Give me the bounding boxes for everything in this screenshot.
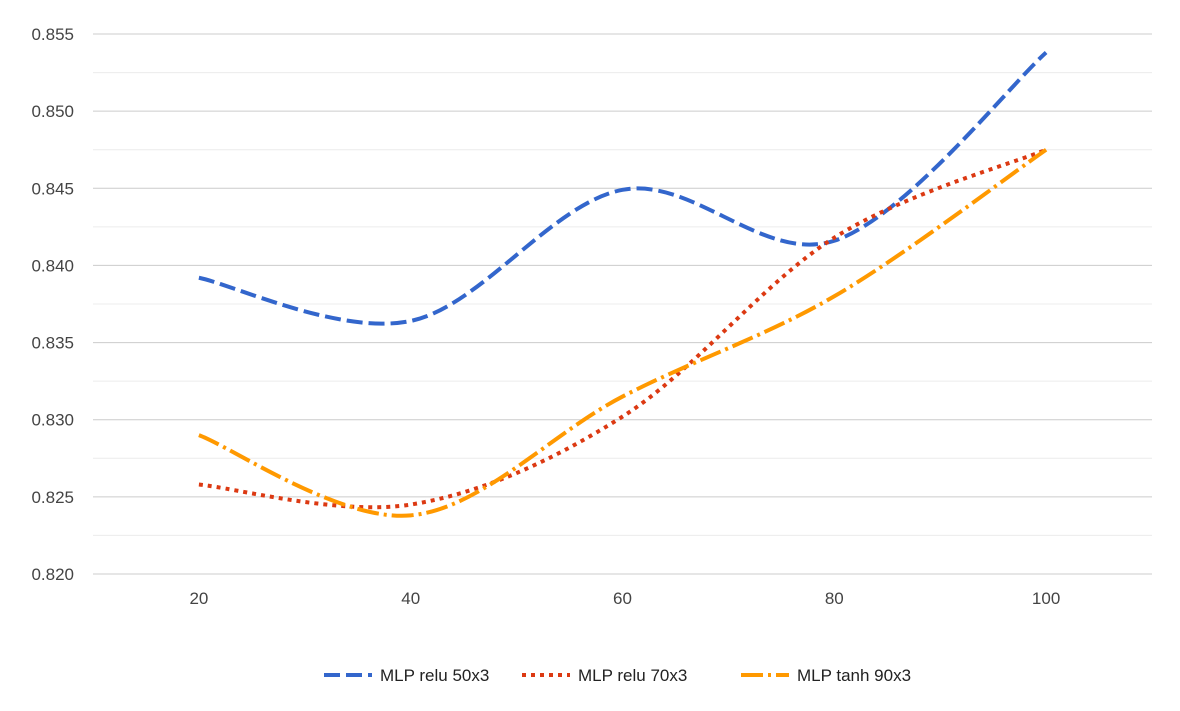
y-axis: 0.820 0.825 0.830 0.835 0.840 0.845 0.850 0.855 (31, 25, 74, 584)
data-point (197, 483, 200, 486)
data-point (1045, 148, 1048, 151)
data-point (621, 415, 624, 418)
data-point (409, 514, 412, 517)
y-tick-label: 0.820 (31, 565, 74, 584)
series-line-3 (198, 148, 1048, 518)
x-tick-label: 80 (825, 589, 844, 608)
x-tick-label: 60 (613, 589, 632, 608)
y-tick-label: 0.845 (31, 179, 74, 198)
x-axis: 20 40 60 80 100 (189, 589, 1060, 608)
x-tick-label: 40 (401, 589, 420, 608)
y-tick-label: 0.835 (31, 334, 74, 353)
y-tick-label: 0.830 (31, 411, 74, 430)
data-point (833, 236, 836, 239)
y-tick-label: 0.855 (31, 25, 74, 44)
series-lines (197, 51, 1048, 518)
legend-label: MLP tanh 90x3 (797, 666, 911, 685)
legend-label: MLP relu 70x3 (578, 666, 687, 685)
grid-lines (93, 33, 1152, 575)
data-point (621, 188, 624, 191)
legend-label: MLP relu 50x3 (380, 666, 489, 685)
data-point (1045, 51, 1048, 54)
data-point (409, 503, 412, 506)
data-point (833, 295, 836, 298)
y-tick-label: 0.825 (31, 488, 74, 507)
legend: MLP relu 50x3 MLP relu 70x3 MLP tanh 90x3 (324, 666, 911, 685)
y-tick-label: 0.840 (31, 256, 74, 275)
data-point (197, 276, 200, 279)
data-point (621, 395, 624, 398)
data-point (409, 319, 412, 322)
series-line-2 (198, 147, 1047, 510)
y-tick-label: 0.850 (31, 102, 74, 121)
series-line-1 (198, 51, 1048, 326)
x-tick-label: 20 (189, 589, 208, 608)
data-point (197, 434, 200, 437)
x-tick-label: 100 (1032, 589, 1060, 608)
